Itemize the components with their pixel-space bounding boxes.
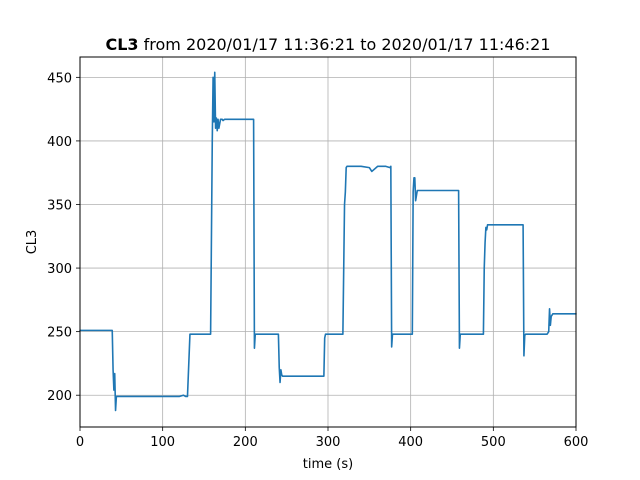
x-tick-label: 200 bbox=[233, 435, 258, 450]
x-tick-label: 500 bbox=[481, 435, 506, 450]
x-tick-label: 300 bbox=[316, 435, 341, 450]
x-axis-label: time (s) bbox=[303, 457, 353, 472]
x-tick-label: 600 bbox=[564, 435, 589, 450]
chart-title-rest: from 2020/01/17 11:36:21 to 2020/01/17 1… bbox=[139, 35, 551, 54]
y-tick-label: 450 bbox=[47, 71, 72, 86]
x-tick-label: 400 bbox=[398, 435, 423, 450]
y-tick-label: 250 bbox=[47, 326, 72, 341]
x-tick-label: 100 bbox=[150, 435, 175, 450]
chart-title: CL3 from 2020/01/17 11:36:21 to 2020/01/… bbox=[105, 35, 550, 54]
y-tick-label: 300 bbox=[47, 262, 72, 277]
y-axis-label: CL3 bbox=[25, 230, 40, 255]
plot-layer bbox=[79, 71, 577, 412]
x-tick-label: 0 bbox=[76, 435, 84, 450]
y-tick-label: 200 bbox=[47, 389, 72, 404]
y-tick-label: 400 bbox=[47, 135, 72, 150]
ticks-layer: 0 100 200 300 400 500 600 200 250 300 350 400 450 bbox=[47, 71, 588, 450]
y-tick-label: 350 bbox=[47, 198, 72, 213]
series-line-0 bbox=[79, 71, 577, 412]
chart-title-bold: CL3 bbox=[105, 35, 138, 54]
